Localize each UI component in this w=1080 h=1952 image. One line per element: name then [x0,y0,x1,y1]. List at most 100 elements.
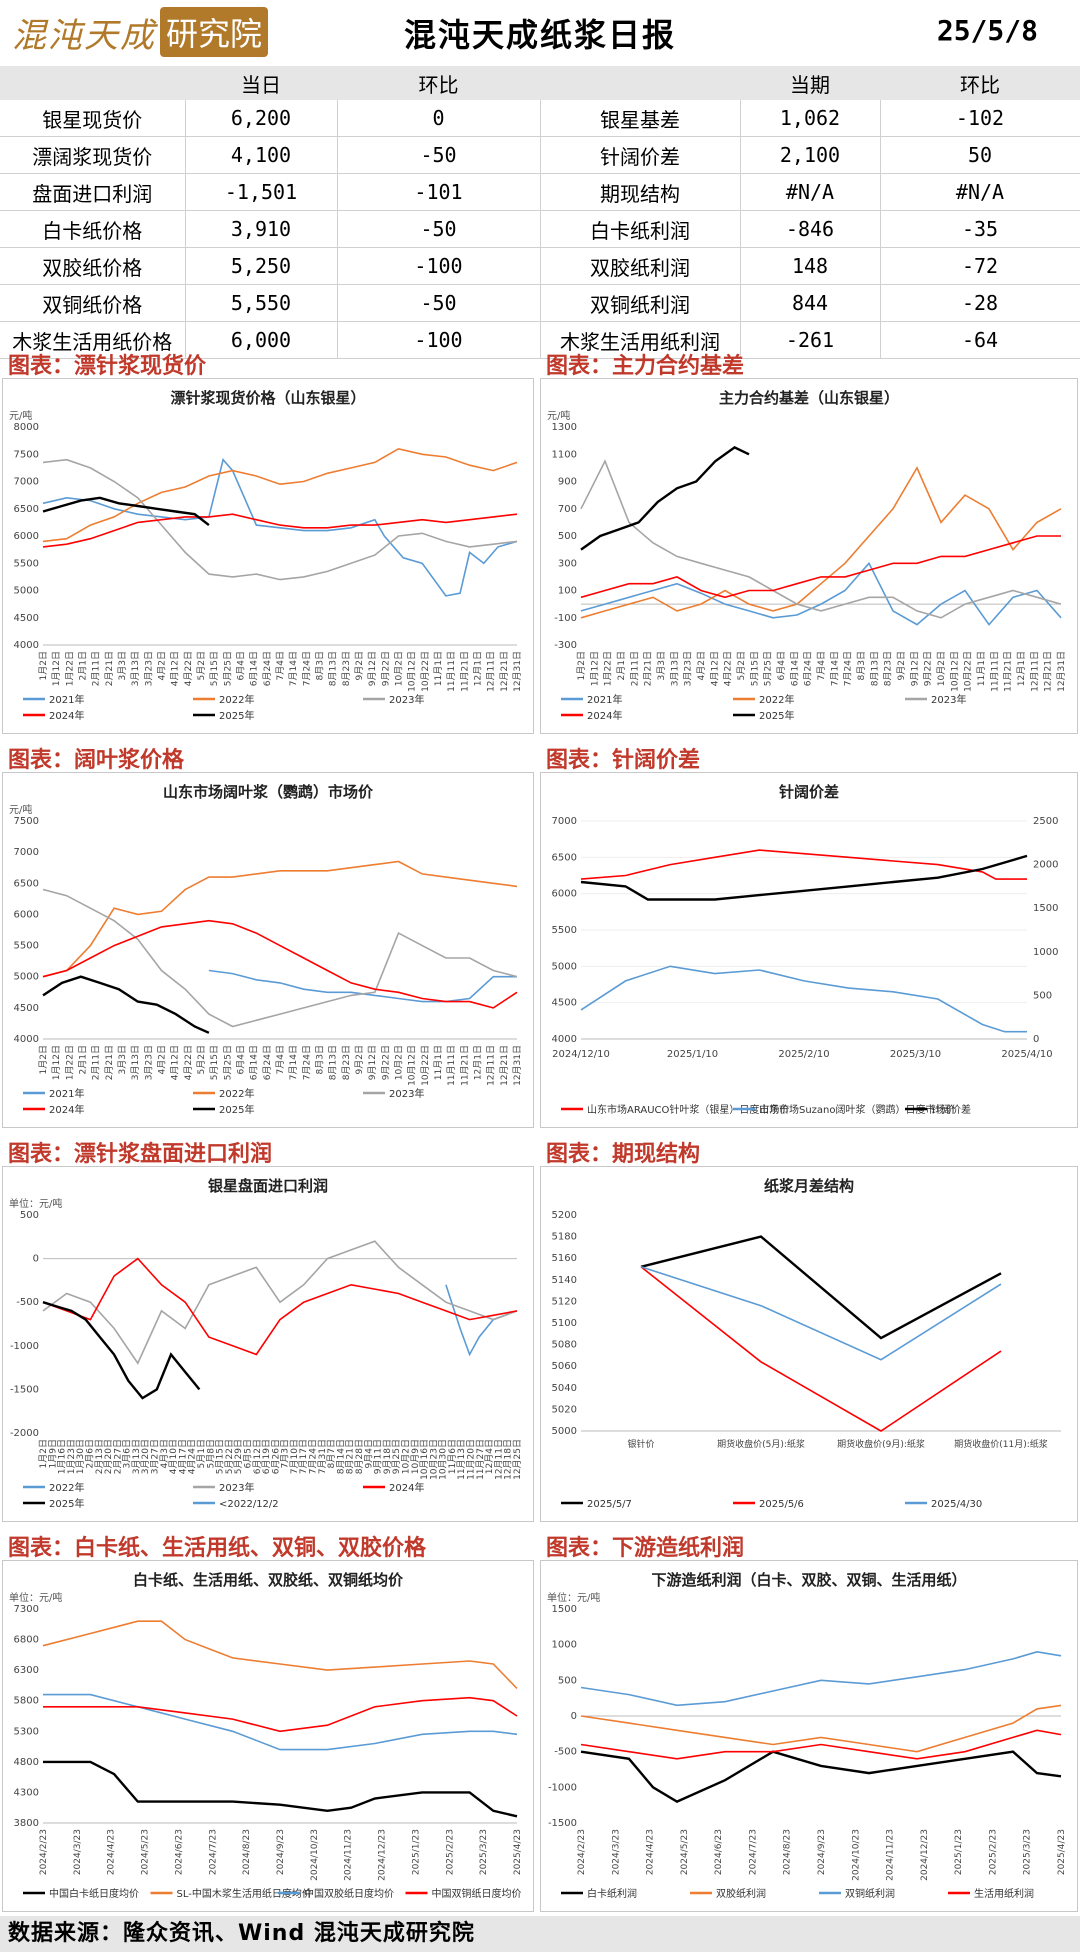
x-tick-label: 9月18日 [382,1439,393,1474]
series-line [42,860,518,978]
legend-label: 白卡纸利润 [587,1887,637,1900]
x-tick-label: 9月2日 [354,1045,365,1074]
x-tick-label: 2024/3/23 [73,1829,83,1875]
y-tick-label: 5020 [552,1404,577,1415]
y-tick-label: 5000 [552,1426,577,1437]
summary-cell: -100 [337,247,541,285]
series-line [580,535,1061,599]
x-tick-label: 8月23日 [883,651,894,686]
x-tick-label: 2024/7/23 [748,1829,758,1875]
x-tick-label: 6月19日 [261,1439,272,1474]
x-tick-label: 7月31日 [317,1439,328,1474]
x-tick-label: 1月30日 [75,1439,86,1474]
legend-label: 2024年 [49,1103,84,1116]
x-tick-label: 1月22日 [603,651,614,686]
legend-label: 2022年 [759,693,794,706]
x-tick-label: 10月12日 [407,1045,418,1086]
y-tick-label: 6000 [14,909,39,920]
logo-script: 混沌天成 [12,15,156,56]
summary-cell: -846 [740,210,881,248]
x-tick-label: 8月7日 [326,1439,337,1468]
series-line [640,1235,1002,1340]
y-tick-label: 7000 [552,816,577,827]
x-tick-label: 2024/10/23 [310,1829,320,1881]
legend-label: 2024年 [49,709,84,722]
summary-cell: -50 [337,284,541,322]
chart-title: 山东市场阔叶浆（鹦鹉）市场价 [163,783,374,801]
x-tick-label: 5月29日 [233,1439,244,1474]
legend-label: 2022年 [49,1481,84,1494]
chart-title: 主力合约基差（山东银星） [719,389,899,407]
y-tick-label: 900 [558,477,577,488]
y-tick-label: 5300 [14,1726,39,1737]
summary-cell: -101 [337,173,541,211]
x-tick-label: 7月24日 [308,1439,319,1474]
summary-cell: 5,550 [185,284,338,322]
x-tick-label: 2月11日 [91,651,102,686]
summary-header-blank [0,66,185,100]
x-tick-label: 期货收盘价(5月):纸浆 [717,1438,805,1450]
x-tick-label: 2月13日 [94,1439,105,1474]
y-tick-label: 5080 [552,1340,577,1351]
x-tick-label: 2025/1/23 [411,1829,421,1875]
chart-svg: 纸浆月差结构 5000 5020 5040 5060 5080 5100 5120 5140 51… [552,1177,1061,1510]
x-tick-label: 4月17日 [177,1439,188,1474]
x-tick-label: 12月21日 [499,1045,510,1086]
y-tick-label: -500 [554,1747,577,1758]
summary-cell: -72 [880,247,1080,285]
x-tick-label: 8月13日 [869,651,880,686]
x-tick-label: 2025/4/23 [513,1829,523,1875]
y2-tick-label: 1000 [1033,947,1058,958]
section-title: 图表：主力合约基差 [546,354,745,379]
x-tick-label: 2024/9/23 [276,1829,286,1875]
chart-title: 漂针浆现货价格（山东银星） [170,389,365,407]
x-tick-label: 5月8日 [205,1439,216,1468]
legend-label: 中国双铜纸日度均价 [432,1887,522,1900]
x-tick-label: 7月14日 [288,651,299,686]
legend-label: 2025年 [219,709,254,722]
x-tick-label: 8月14日 [335,1439,346,1474]
x-tick-label: 9月12日 [909,651,920,686]
x-tick-label: 11月1日 [433,651,444,686]
series-line [42,496,210,527]
x-tick-label: 9月22日 [380,651,391,686]
x-tick-label: 9月2日 [354,651,365,680]
series-line [580,1650,1062,1707]
y-tick-label: 8000 [14,422,39,433]
summary-row: 盘面进口利润 -1,501 -101 期现结构 #N/A #N/A [0,173,1080,211]
x-tick-label: 6月24日 [262,1045,273,1080]
x-tick-label: 10月9日 [410,1439,421,1474]
y-tick-label: 0 [571,1711,577,1722]
x-tick-label: 4月22日 [183,1045,194,1080]
series-line [42,919,518,1009]
legend-label: 2025/5/6 [759,1499,804,1510]
y-tick-label: -1500 [10,1384,39,1395]
x-tick-label: 1月2日 [576,651,587,680]
x-tick-label: 6月4日 [236,651,247,680]
x-tick-label: 4月22日 [723,651,734,686]
summary-header: 环比 [880,66,1080,100]
x-tick-label: 4月2日 [157,651,168,680]
y-tick-label: 5100 [552,1318,577,1329]
x-tick-label: 11月13日 [456,1439,467,1480]
x-tick-label: 3月3日 [117,1045,128,1074]
y-unit-label: 单位：元/吨 [547,1591,600,1604]
summary-row: 木浆生活用纸价格 6,000 -100 木浆生活用纸利润 -261 -64 [0,321,1080,359]
y-tick-label: 6500 [14,878,39,889]
x-tick-label: 6月4日 [776,651,787,680]
series-line [43,1696,518,1733]
y-tick-label: 6300 [14,1665,39,1676]
x-tick-label: 3月27日 [150,1439,161,1474]
x-tick-label: 11月21日 [459,1045,470,1086]
series-line [42,458,518,597]
summary-cell: 2,100 [740,136,881,174]
x-tick-label: 3月13日 [130,651,141,686]
summary-table: 当日 环比 当期 环比 银星现货价 6,200 0 银星基差 1,062 -102 漂阔浆现… [0,66,1080,359]
x-tick-label: 10月22日 [420,651,431,692]
y-unit-label: 元/吨 [9,803,32,816]
legend-label: 中国白卡纸日度均价 [49,1887,139,1900]
x-tick-label: 2月21日 [104,651,115,686]
y-tick-label: 1000 [552,1640,577,1651]
x-tick-label: 10月30日 [438,1439,449,1480]
